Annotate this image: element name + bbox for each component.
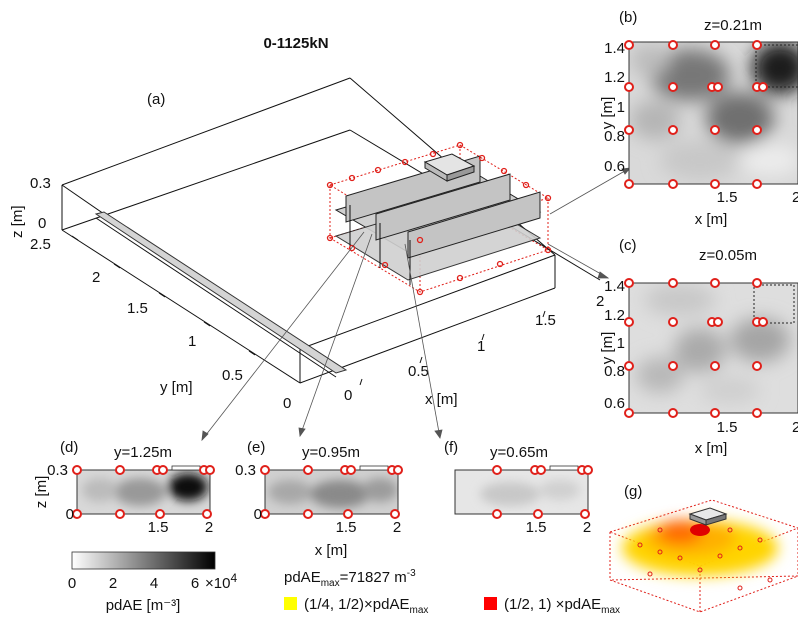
panel-a-xtick: 1 bbox=[477, 338, 485, 355]
figure-title: 0-1125kN bbox=[263, 35, 328, 52]
colorbar-gradient bbox=[71, 551, 216, 570]
panel-a-ytick: 0.5 bbox=[222, 367, 243, 384]
panel-b-ytick: 1.4 bbox=[604, 40, 625, 57]
panel-f-label: (f) bbox=[444, 439, 458, 456]
panel-c-sensors bbox=[624, 278, 768, 418]
panel-b-ylabel: y [m] bbox=[599, 97, 616, 130]
colorbar-label: pdAE [m⁻³] bbox=[106, 597, 181, 614]
panel-f-xtick: 2 bbox=[583, 519, 591, 536]
panel-c-title: z=0.05m bbox=[699, 247, 757, 264]
sensor-volume bbox=[326, 141, 552, 296]
panel-a-ztick: 0.3 bbox=[30, 175, 51, 192]
panel-a-x-ticks: 0 0.5 1 1.5 2 bbox=[344, 293, 604, 404]
panel-b-ytick: 0.8 bbox=[604, 128, 625, 145]
panel-f-xtick: 1.5 bbox=[526, 519, 547, 536]
panel-c-xtick: 2 bbox=[792, 419, 798, 436]
panel-c-ytick: 1.4 bbox=[604, 278, 625, 295]
panel-e-ytick: 0.3 bbox=[235, 462, 256, 479]
panel-d-label: (d) bbox=[60, 439, 78, 456]
panel-b: (b) z=0.21m 1.4 1.2 1 0.8 0.6 bbox=[599, 9, 798, 228]
panel-c: (c) z=0.05m 1.4 1.2 1 0.8 0.6 1.5 2 x bbox=[599, 237, 798, 457]
colorbar: 0 2 4 6 ×104 pdAE [m⁻³] bbox=[68, 551, 237, 614]
panel-a-ytick: 1.5 bbox=[127, 300, 148, 317]
panel-b-label: (b) bbox=[619, 9, 637, 26]
panel-d-ytick: 0 bbox=[66, 506, 74, 523]
panel-a-xtick: 2 bbox=[596, 293, 604, 310]
panel-a-ytick: 2.5 bbox=[30, 236, 51, 253]
panel-a-xtick: 0.5 bbox=[408, 363, 429, 380]
panel-c-xtick: 1.5 bbox=[717, 419, 738, 436]
panel-c-ylabel: y [m] bbox=[599, 332, 616, 365]
panel-e-xtick: 2 bbox=[393, 519, 401, 536]
colorbar-tick: 2 bbox=[109, 575, 117, 592]
panel-g: (g) bbox=[608, 483, 798, 613]
panel-b-ytick: 0.6 bbox=[604, 158, 625, 175]
panel-a: (a) 2.5 2 1.5 1 0.5 0 y [m] bbox=[9, 77, 631, 442]
panel-b-title: z=0.21m bbox=[704, 17, 762, 34]
panel-f: (f) y=0.65m 1.5 2 bbox=[444, 439, 593, 536]
panel-a-zlabel: z [m] bbox=[9, 206, 26, 239]
panel-d-ytick: 0.3 bbox=[47, 462, 68, 479]
panel-d: (d) y=1.25m 0.3 0 1.5 2 z [m] bbox=[33, 439, 215, 536]
panel-b-xtick: 1.5 bbox=[717, 189, 738, 206]
legend-swatch-yellow bbox=[284, 597, 297, 610]
panel-e-ytick: 0 bbox=[254, 506, 262, 523]
legend: (1/4, 1/2)×pdAEmax (1/2, 1) ×pdAEmax bbox=[284, 596, 620, 616]
panel-d-xtick: 2 bbox=[205, 519, 213, 536]
panel-a-ytick: 0 bbox=[283, 395, 291, 412]
callout-arrows bbox=[201, 167, 631, 442]
panel-f-title: y=0.65m bbox=[490, 444, 548, 461]
panel-e-xlabel: x [m] bbox=[315, 542, 348, 559]
pdae-max-text: pdAEmax=71827 m-3 bbox=[284, 568, 416, 589]
panel-b-sensors bbox=[624, 40, 768, 189]
panel-d-xtick: 1.5 bbox=[148, 519, 169, 536]
panel-e-title: y=0.95m bbox=[302, 444, 360, 461]
panel-b-xlabel: x [m] bbox=[695, 211, 728, 228]
panel-a-y-ticks: 2.5 2 1.5 1 0.5 0 bbox=[30, 235, 291, 412]
panel-a-ytick: 2 bbox=[92, 269, 100, 286]
panel-b-ytick: 1.2 bbox=[604, 69, 625, 86]
panel-a-label: (a) bbox=[147, 91, 165, 108]
legend-item-yellow: (1/4, 1/2)×pdAEmax bbox=[304, 596, 428, 616]
panel-b-ytick: 1 bbox=[617, 99, 625, 116]
panel-g-label: (g) bbox=[624, 483, 642, 500]
colorbar-multiplier: ×104 bbox=[205, 571, 237, 592]
colorbar-tick: 0 bbox=[68, 575, 76, 592]
panel-c-ytick: 0.6 bbox=[604, 395, 625, 412]
panel-e-label: (e) bbox=[247, 439, 265, 456]
colorbar-tick: 4 bbox=[150, 575, 158, 592]
panel-c-xlabel: x [m] bbox=[695, 440, 728, 457]
panel-a-ylabel: y [m] bbox=[160, 379, 193, 396]
panel-c-label: (c) bbox=[619, 237, 637, 254]
panel-a-xtick: 1.5 bbox=[535, 312, 556, 329]
panel-a-xlabel: x [m] bbox=[425, 391, 458, 408]
panel-c-ytick: 0.8 bbox=[604, 363, 625, 380]
panel-c-ytick: 1.2 bbox=[604, 307, 625, 324]
panel-c-ytick: 1 bbox=[617, 335, 625, 352]
panel-a-ztick: 0 bbox=[38, 215, 46, 232]
legend-item-red: (1/2, 1) ×pdAEmax bbox=[504, 596, 620, 616]
panel-b-xtick: 2 bbox=[792, 189, 798, 206]
panel-a-xtick: 0 bbox=[344, 387, 352, 404]
panel-d-ylabel: z [m] bbox=[33, 476, 50, 509]
legend-swatch-red bbox=[484, 597, 497, 610]
panel-e: (e) y=0.95m 0.3 0 1.5 2 x [m] bbox=[235, 439, 403, 559]
panel-a-ytick: 1 bbox=[188, 333, 196, 350]
panel-e-xtick: 1.5 bbox=[336, 519, 357, 536]
colorbar-tick: 6 bbox=[191, 575, 199, 592]
panel-d-title: y=1.25m bbox=[114, 444, 172, 461]
